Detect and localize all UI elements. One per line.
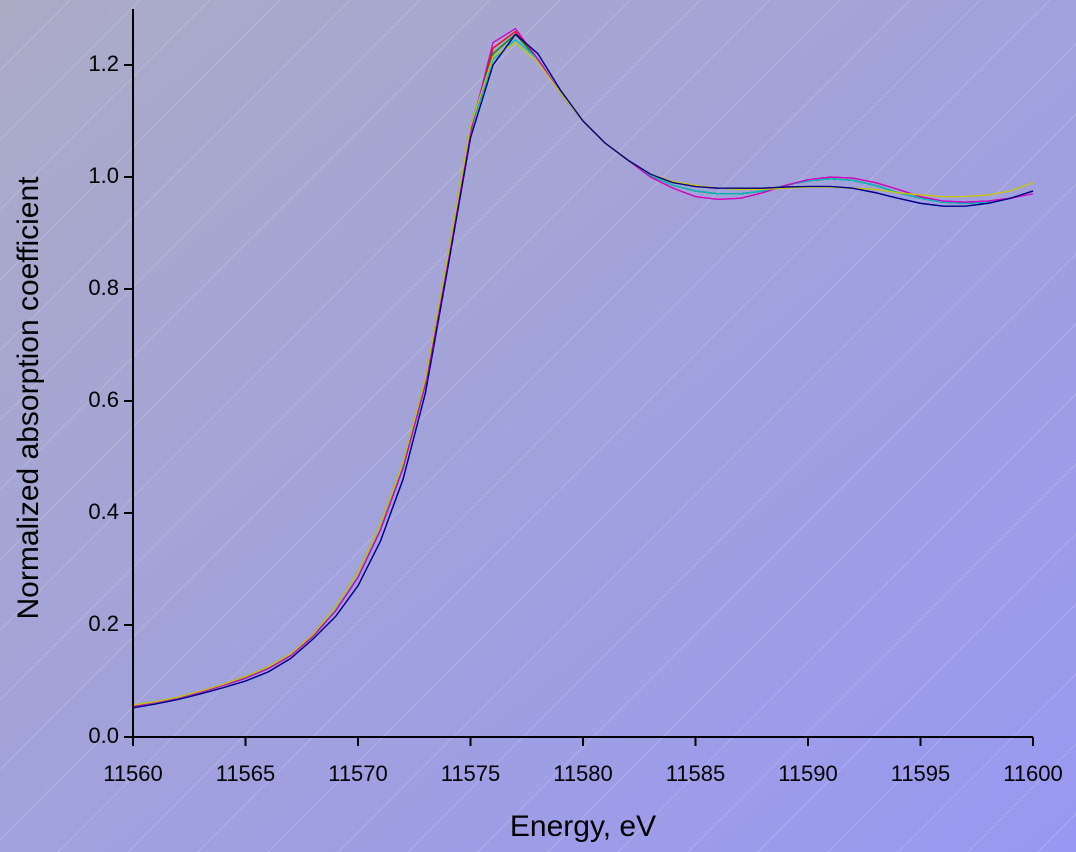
y-axis-title: Normalized absorption coefficient [12,176,45,620]
y-tick-label: 0.8 [88,275,119,300]
x-tick-label: 11575 [441,761,501,786]
x-tick-label: 11565 [216,761,276,786]
y-tick-label: 1.0 [88,163,119,188]
y-tick-label: 0.0 [88,723,119,748]
x-tick-label: 11560 [103,761,163,786]
y-tick-label: 1.2 [88,51,119,76]
x-tick-label: 11590 [778,761,838,786]
y-tick-label: 0.2 [88,611,119,636]
y-tick-label: 0.6 [88,387,119,412]
x-axis-title: Energy, eV [510,810,656,843]
x-tick-label: 11600 [1003,761,1063,786]
x-tick-label: 11570 [328,761,388,786]
data-line [132,33,1034,709]
y-tick-label: 0.4 [88,499,119,524]
x-tick-label: 11580 [553,761,613,786]
x-tick-label: 11595 [891,761,951,786]
x-tick-label: 11585 [666,761,726,786]
